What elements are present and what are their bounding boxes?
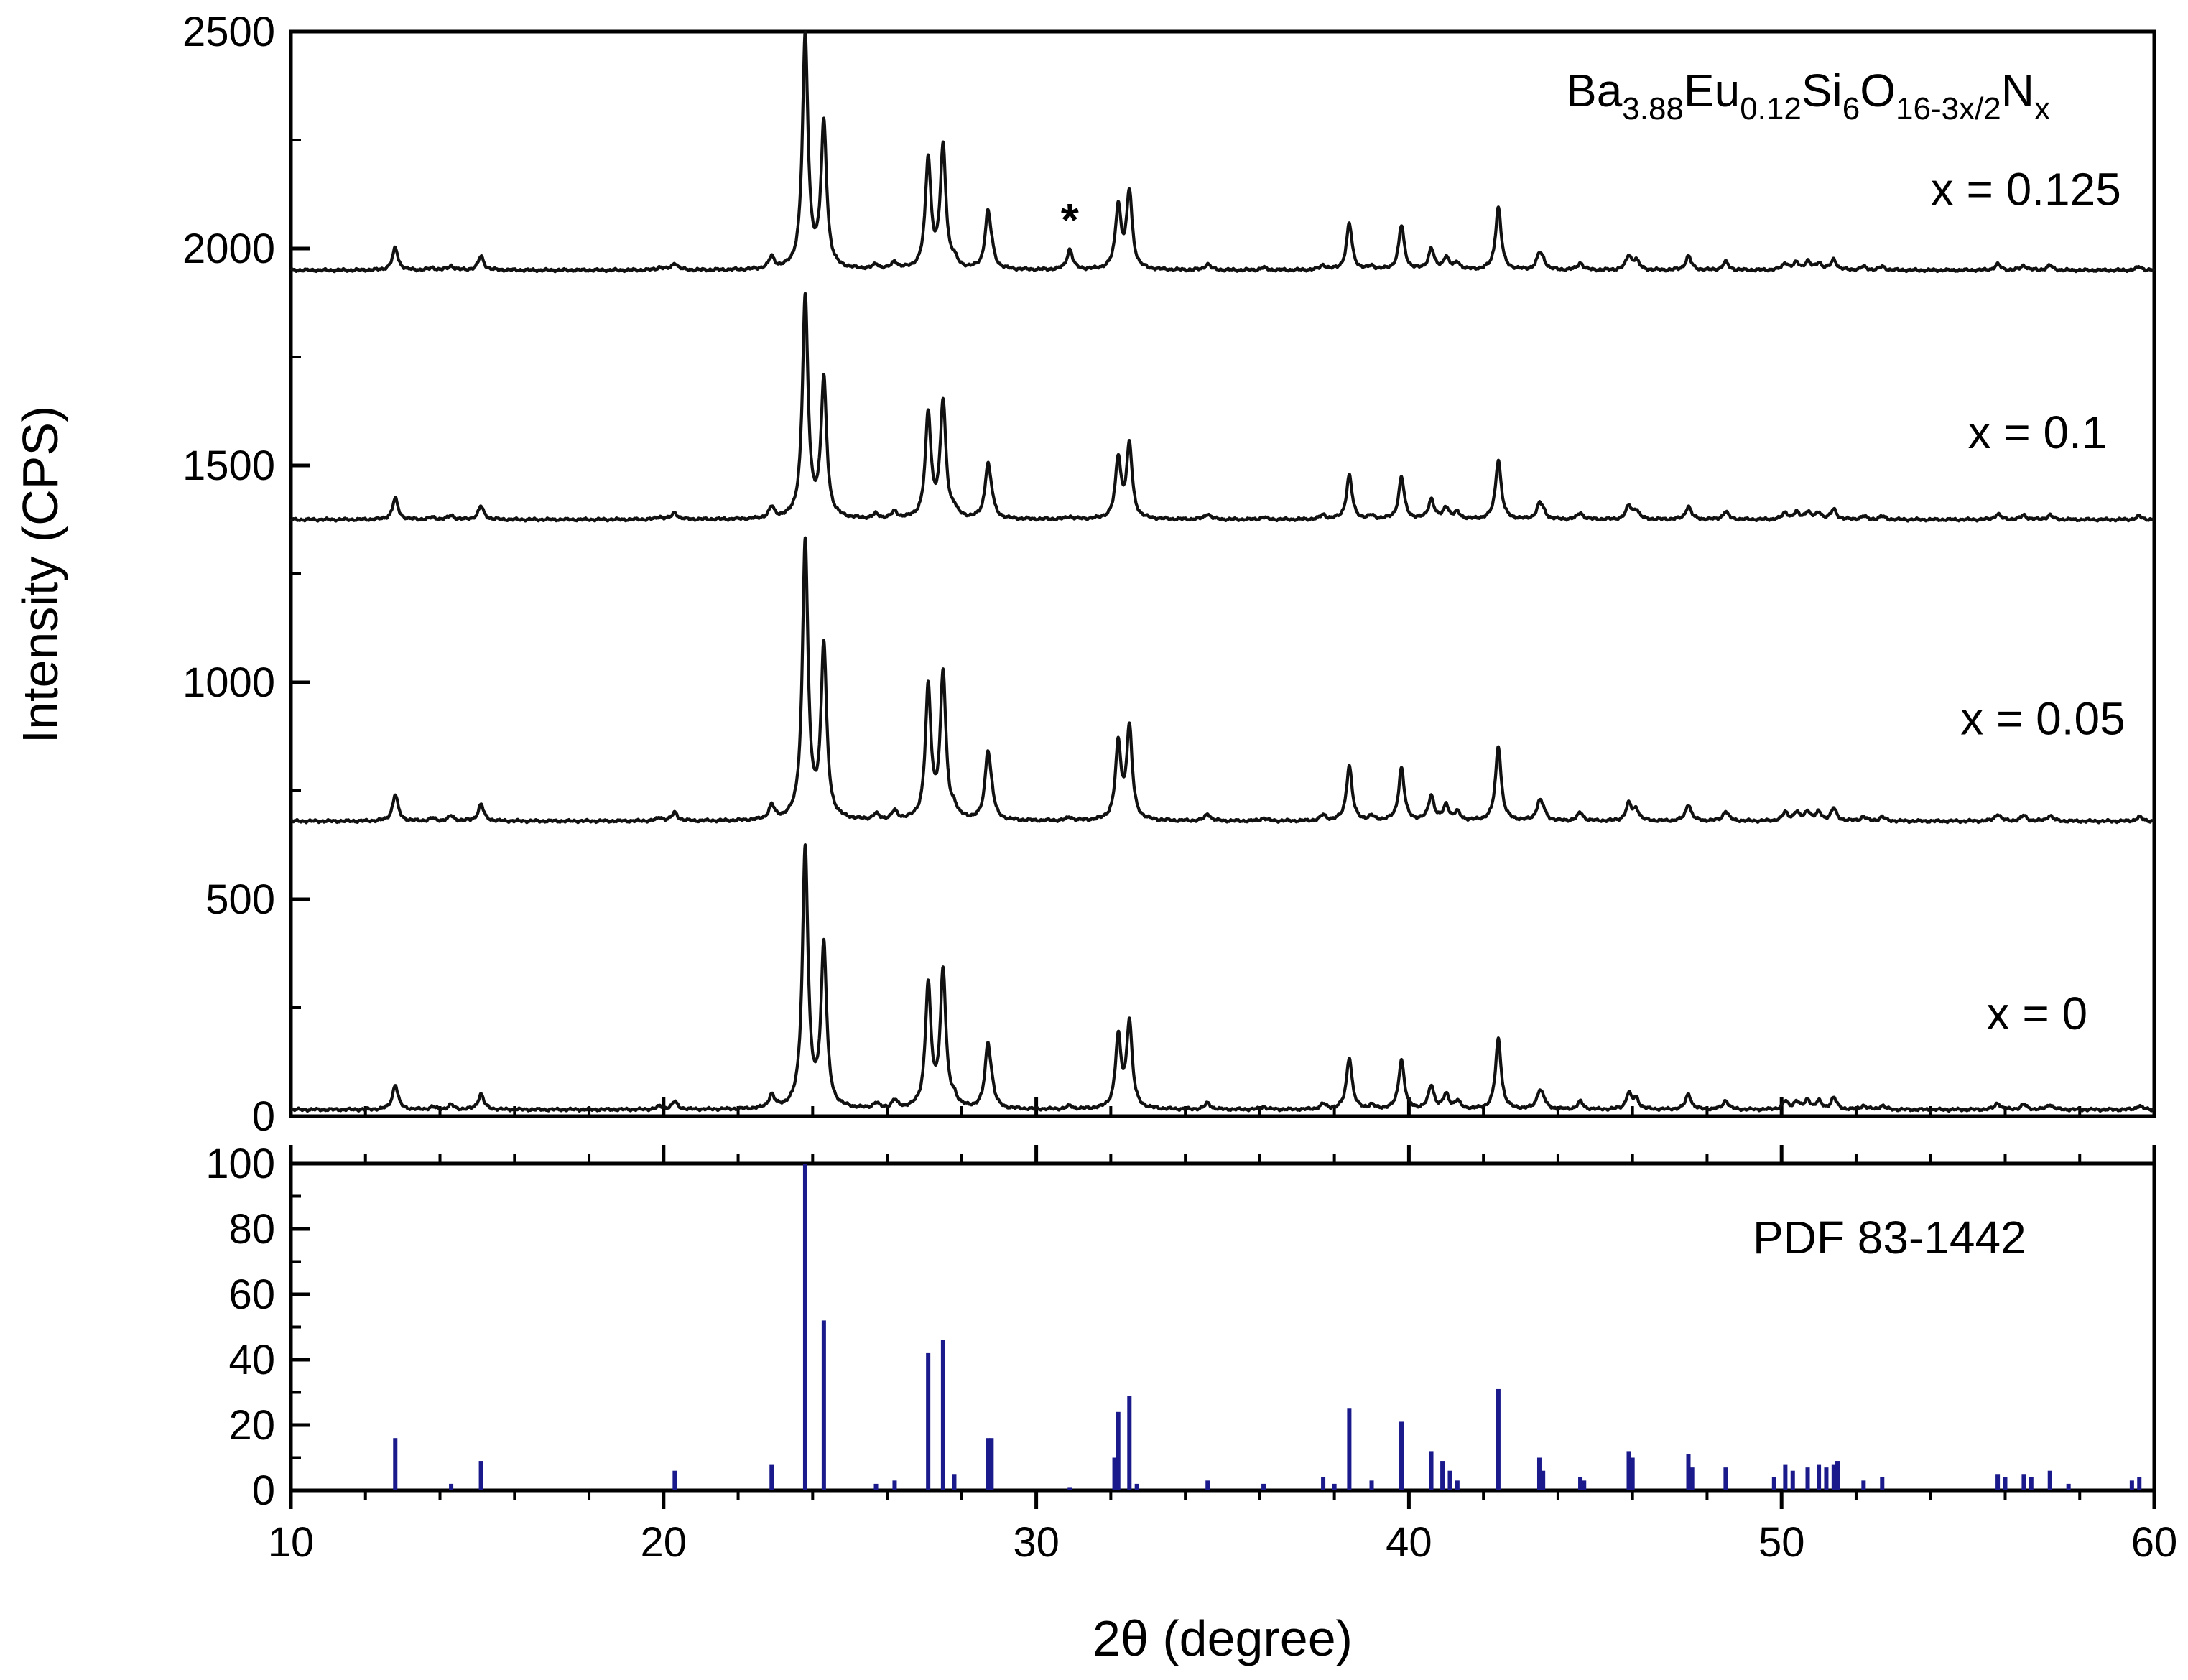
reference-bar bbox=[1689, 1467, 1695, 1490]
reference-bar bbox=[2003, 1477, 2008, 1490]
reference-bar bbox=[1321, 1477, 1326, 1490]
reference-bar bbox=[1831, 1464, 1836, 1490]
y-tick-label: 500 bbox=[205, 876, 275, 923]
xrd-series-line bbox=[289, 536, 2156, 825]
series-label: x = 0 bbox=[1987, 988, 2088, 1039]
reference-bar bbox=[952, 1474, 957, 1490]
y-tick-label: 1000 bbox=[182, 659, 275, 706]
reference-bar bbox=[821, 1320, 826, 1490]
x-axis-title: 2θ (degree) bbox=[1093, 1610, 1353, 1666]
reference-bar bbox=[1578, 1477, 1583, 1490]
reference-bar bbox=[1112, 1457, 1117, 1490]
ref-y-tick-label: 0 bbox=[252, 1467, 275, 1514]
reference-bar bbox=[1880, 1477, 1885, 1490]
y-tick-label: 1500 bbox=[182, 442, 275, 489]
reference-bar bbox=[1790, 1470, 1795, 1490]
y-tick-label: 2000 bbox=[182, 226, 275, 272]
series-label: x = 0.125 bbox=[1931, 164, 2121, 215]
ref-y-tick-label: 20 bbox=[228, 1402, 275, 1449]
reference-bar bbox=[1805, 1467, 1810, 1490]
reference-bar bbox=[1116, 1411, 1121, 1490]
reference-bar bbox=[478, 1461, 483, 1490]
top-plot-frame bbox=[289, 29, 2156, 1118]
reference-bar bbox=[1861, 1480, 1866, 1490]
reference-bar bbox=[1429, 1451, 1434, 1490]
reference-label: PDF 83-1442 bbox=[1753, 1212, 2026, 1263]
reference-bar bbox=[1496, 1388, 1501, 1490]
reference-bar bbox=[926, 1352, 931, 1490]
x-tick-label: 60 bbox=[2131, 1519, 2178, 1566]
reference-bar bbox=[1205, 1480, 1210, 1490]
ref-y-tick-label: 80 bbox=[228, 1206, 275, 1253]
reference-bar bbox=[1582, 1480, 1587, 1490]
xrd-series-line bbox=[289, 843, 2156, 1113]
bottom-axis-ticks: 0 20 40 60 80 100 10 20 30 40 50 60 bbox=[205, 1141, 2177, 1566]
reference-bar bbox=[1783, 1464, 1788, 1490]
reference-bar bbox=[802, 1164, 807, 1490]
xrd-patterns-panel: 0 500 1000 1500 2000 2500 x = 0 x = 0.05 x = 0.… bbox=[12, 9, 2156, 1140]
reference-bar bbox=[1541, 1470, 1546, 1490]
reference-bar bbox=[1440, 1461, 1445, 1490]
reference-bar bbox=[989, 1438, 994, 1490]
x-tick-label: 10 bbox=[268, 1519, 315, 1566]
xrd-series-line bbox=[289, 292, 2156, 523]
reference-bar bbox=[1261, 1483, 1266, 1490]
ref-y-tick-label: 60 bbox=[228, 1271, 275, 1318]
reference-bar bbox=[1723, 1467, 1728, 1490]
xrd-series-line bbox=[289, 30, 2156, 274]
reference-bar bbox=[1134, 1483, 1139, 1490]
reference-bar bbox=[1399, 1421, 1404, 1490]
reference-bar bbox=[1686, 1454, 1691, 1490]
x-tick-label: 30 bbox=[1013, 1519, 1060, 1566]
reference-bar bbox=[2066, 1483, 2071, 1490]
x-tick-label: 40 bbox=[1386, 1519, 1432, 1566]
reference-bar bbox=[1626, 1451, 1631, 1490]
reference-pattern-panel: 0 20 40 60 80 100 10 20 30 40 50 60 PDF 83-1442 2θ … bbox=[205, 1141, 2177, 1666]
top-axis-ticks: 0 500 1000 1500 2000 2500 bbox=[182, 9, 2156, 1140]
reference-bar bbox=[1817, 1464, 1822, 1490]
reference-bar bbox=[986, 1438, 991, 1490]
reference-bar bbox=[1332, 1483, 1337, 1490]
reference-bar bbox=[1536, 1457, 1542, 1490]
xrd-series-group bbox=[289, 30, 2156, 1113]
formula-label: Ba3.88Eu0.12Si6O16-3x/2Nx bbox=[1566, 65, 2050, 126]
reference-bar bbox=[2047, 1470, 2052, 1490]
reference-bar bbox=[1771, 1477, 1776, 1490]
x-tick-label: 20 bbox=[641, 1519, 687, 1566]
reference-bar bbox=[1455, 1480, 1460, 1490]
reference-bar bbox=[1630, 1457, 1635, 1490]
reference-bar bbox=[1369, 1480, 1374, 1490]
reference-bar bbox=[2137, 1477, 2142, 1490]
reference-bar bbox=[1995, 1474, 2001, 1490]
y-tick-label: 0 bbox=[252, 1093, 275, 1140]
y-axis-title: Intensity (CPS) bbox=[12, 406, 68, 744]
reference-bar bbox=[892, 1480, 897, 1490]
reference-bars-group bbox=[393, 1164, 2142, 1490]
ref-y-tick-label: 100 bbox=[205, 1141, 275, 1187]
reference-bar bbox=[672, 1470, 677, 1490]
reference-bar bbox=[1835, 1461, 1840, 1490]
reference-bar bbox=[449, 1483, 454, 1490]
reference-bar bbox=[769, 1464, 774, 1490]
series-label: x = 0.1 bbox=[1968, 407, 2108, 458]
reference-bar bbox=[2129, 1480, 2134, 1490]
y-tick-label: 2500 bbox=[182, 9, 275, 55]
series-label: x = 0.05 bbox=[1960, 692, 2126, 744]
reference-bar bbox=[2029, 1477, 2034, 1490]
impurity-star-annotation: * bbox=[1061, 194, 1079, 246]
xrd-series-labels: x = 0 x = 0.05 x = 0.1 x = 0.125 bbox=[1931, 164, 2126, 1040]
reference-bar bbox=[1824, 1467, 1829, 1490]
ref-y-tick-label: 40 bbox=[228, 1337, 275, 1383]
reference-bar bbox=[1127, 1396, 1132, 1490]
reference-bar bbox=[873, 1483, 879, 1490]
reference-bar bbox=[940, 1340, 945, 1490]
reference-bar bbox=[1067, 1487, 1072, 1490]
reference-bar bbox=[2021, 1474, 2026, 1490]
x-tick-label: 50 bbox=[1758, 1519, 1805, 1566]
reference-bar bbox=[1347, 1408, 1352, 1490]
reference-bar bbox=[393, 1438, 398, 1490]
reference-bar bbox=[1447, 1470, 1452, 1490]
